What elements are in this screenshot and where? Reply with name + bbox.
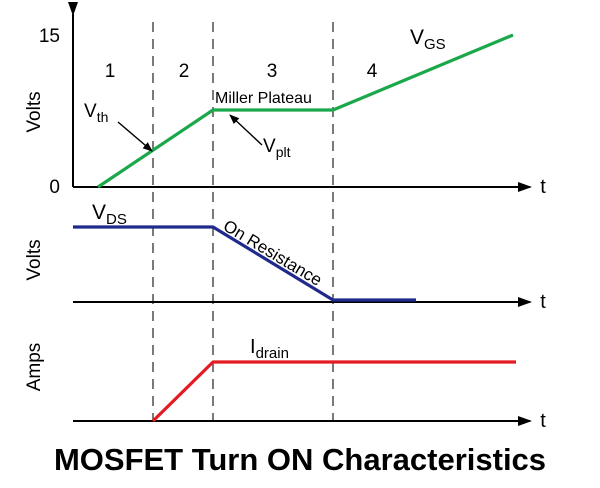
phase-label-2: 2 [179,61,190,82]
vth-pointer [117,121,153,152]
vds-label: VDS [92,201,127,228]
mid-y-label: Volts [24,239,45,280]
top-tick-0: 0 [49,177,60,198]
vth-label: Vth [84,101,108,125]
diagram-title: MOSFET Turn ON Characteristics [54,442,546,477]
phase-label-3: 3 [267,61,278,82]
idrain-label: Idrain [250,336,289,362]
top-y-label: Volts [24,91,45,132]
bottom-x-label: t [540,410,546,432]
phase-label-1: 1 [105,61,116,82]
on-resistance-label: On Resistance [220,216,325,290]
top-x-label: t [540,176,546,198]
vplt-label: Vplt [263,136,291,160]
top-tick-15: 15 [39,26,60,47]
vgs-label: VGS [410,26,446,53]
idrain-curve [151,360,516,423]
vplt-pointer [229,114,263,146]
vgs-curve [97,33,514,189]
phase-label-4: 4 [367,61,378,82]
mid-x-label: t [540,291,546,313]
miller-plateau-label: Miller Plateau [215,90,312,107]
vds-curve [73,225,416,302]
bottom-y-label: Amps [24,343,45,392]
